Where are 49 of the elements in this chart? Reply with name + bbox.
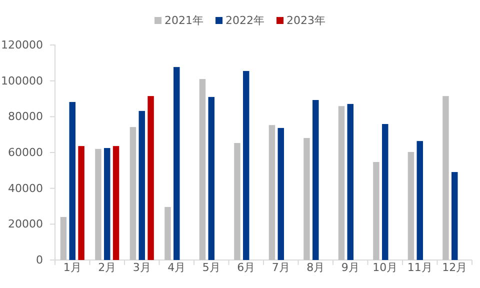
y-tick-label: 120000	[1, 38, 43, 52]
bar	[304, 138, 310, 260]
bar	[338, 106, 345, 260]
bar	[416, 141, 423, 260]
x-tick-label: 5月	[202, 261, 220, 274]
bar	[130, 127, 136, 260]
bar	[112, 146, 120, 260]
y-tick-label: 100000	[1, 74, 43, 88]
bar	[78, 146, 84, 260]
x-tick-label: 12月	[442, 261, 468, 274]
legend-label: 2023年	[286, 14, 326, 27]
y-tick-label: 80000	[8, 110, 43, 124]
x-tick-label: 1月	[63, 261, 82, 274]
bar	[312, 100, 319, 260]
bar	[278, 128, 284, 260]
bar	[234, 143, 240, 260]
bar	[382, 124, 388, 260]
y-tick-label: 40000	[8, 182, 43, 195]
y-tick-label: 20000	[8, 218, 43, 231]
legend-label: 2021年	[164, 14, 204, 27]
bar	[138, 110, 145, 260]
bar	[60, 217, 67, 260]
bar	[199, 79, 206, 260]
bar	[243, 70, 250, 260]
bar	[69, 102, 76, 260]
x-tick-label: 2月	[98, 261, 116, 274]
bar	[148, 96, 154, 260]
x-tick-label: 8月	[306, 261, 325, 274]
x-tick-label: 11月	[407, 261, 432, 274]
bar	[442, 96, 449, 260]
x-tick-label: 10月	[372, 261, 398, 274]
bar	[174, 67, 180, 260]
x-tick-label: 4月	[168, 261, 186, 274]
bar	[208, 96, 214, 260]
bar	[408, 152, 414, 260]
bar	[452, 172, 458, 260]
bar	[268, 125, 276, 260]
legend-label: 2022年	[226, 14, 264, 27]
x-tick-label: 6月	[237, 261, 256, 274]
x-tick-label: 9月	[341, 261, 360, 274]
y-tick-label: 60000	[8, 146, 43, 160]
bar	[95, 148, 102, 260]
bar	[347, 104, 354, 260]
bar	[164, 206, 171, 260]
x-tick-label: 3月	[132, 261, 151, 274]
y-tick-label: 0	[36, 254, 43, 267]
bar	[373, 162, 380, 260]
bar	[104, 148, 110, 260]
x-tick-label: 7月	[272, 261, 290, 274]
